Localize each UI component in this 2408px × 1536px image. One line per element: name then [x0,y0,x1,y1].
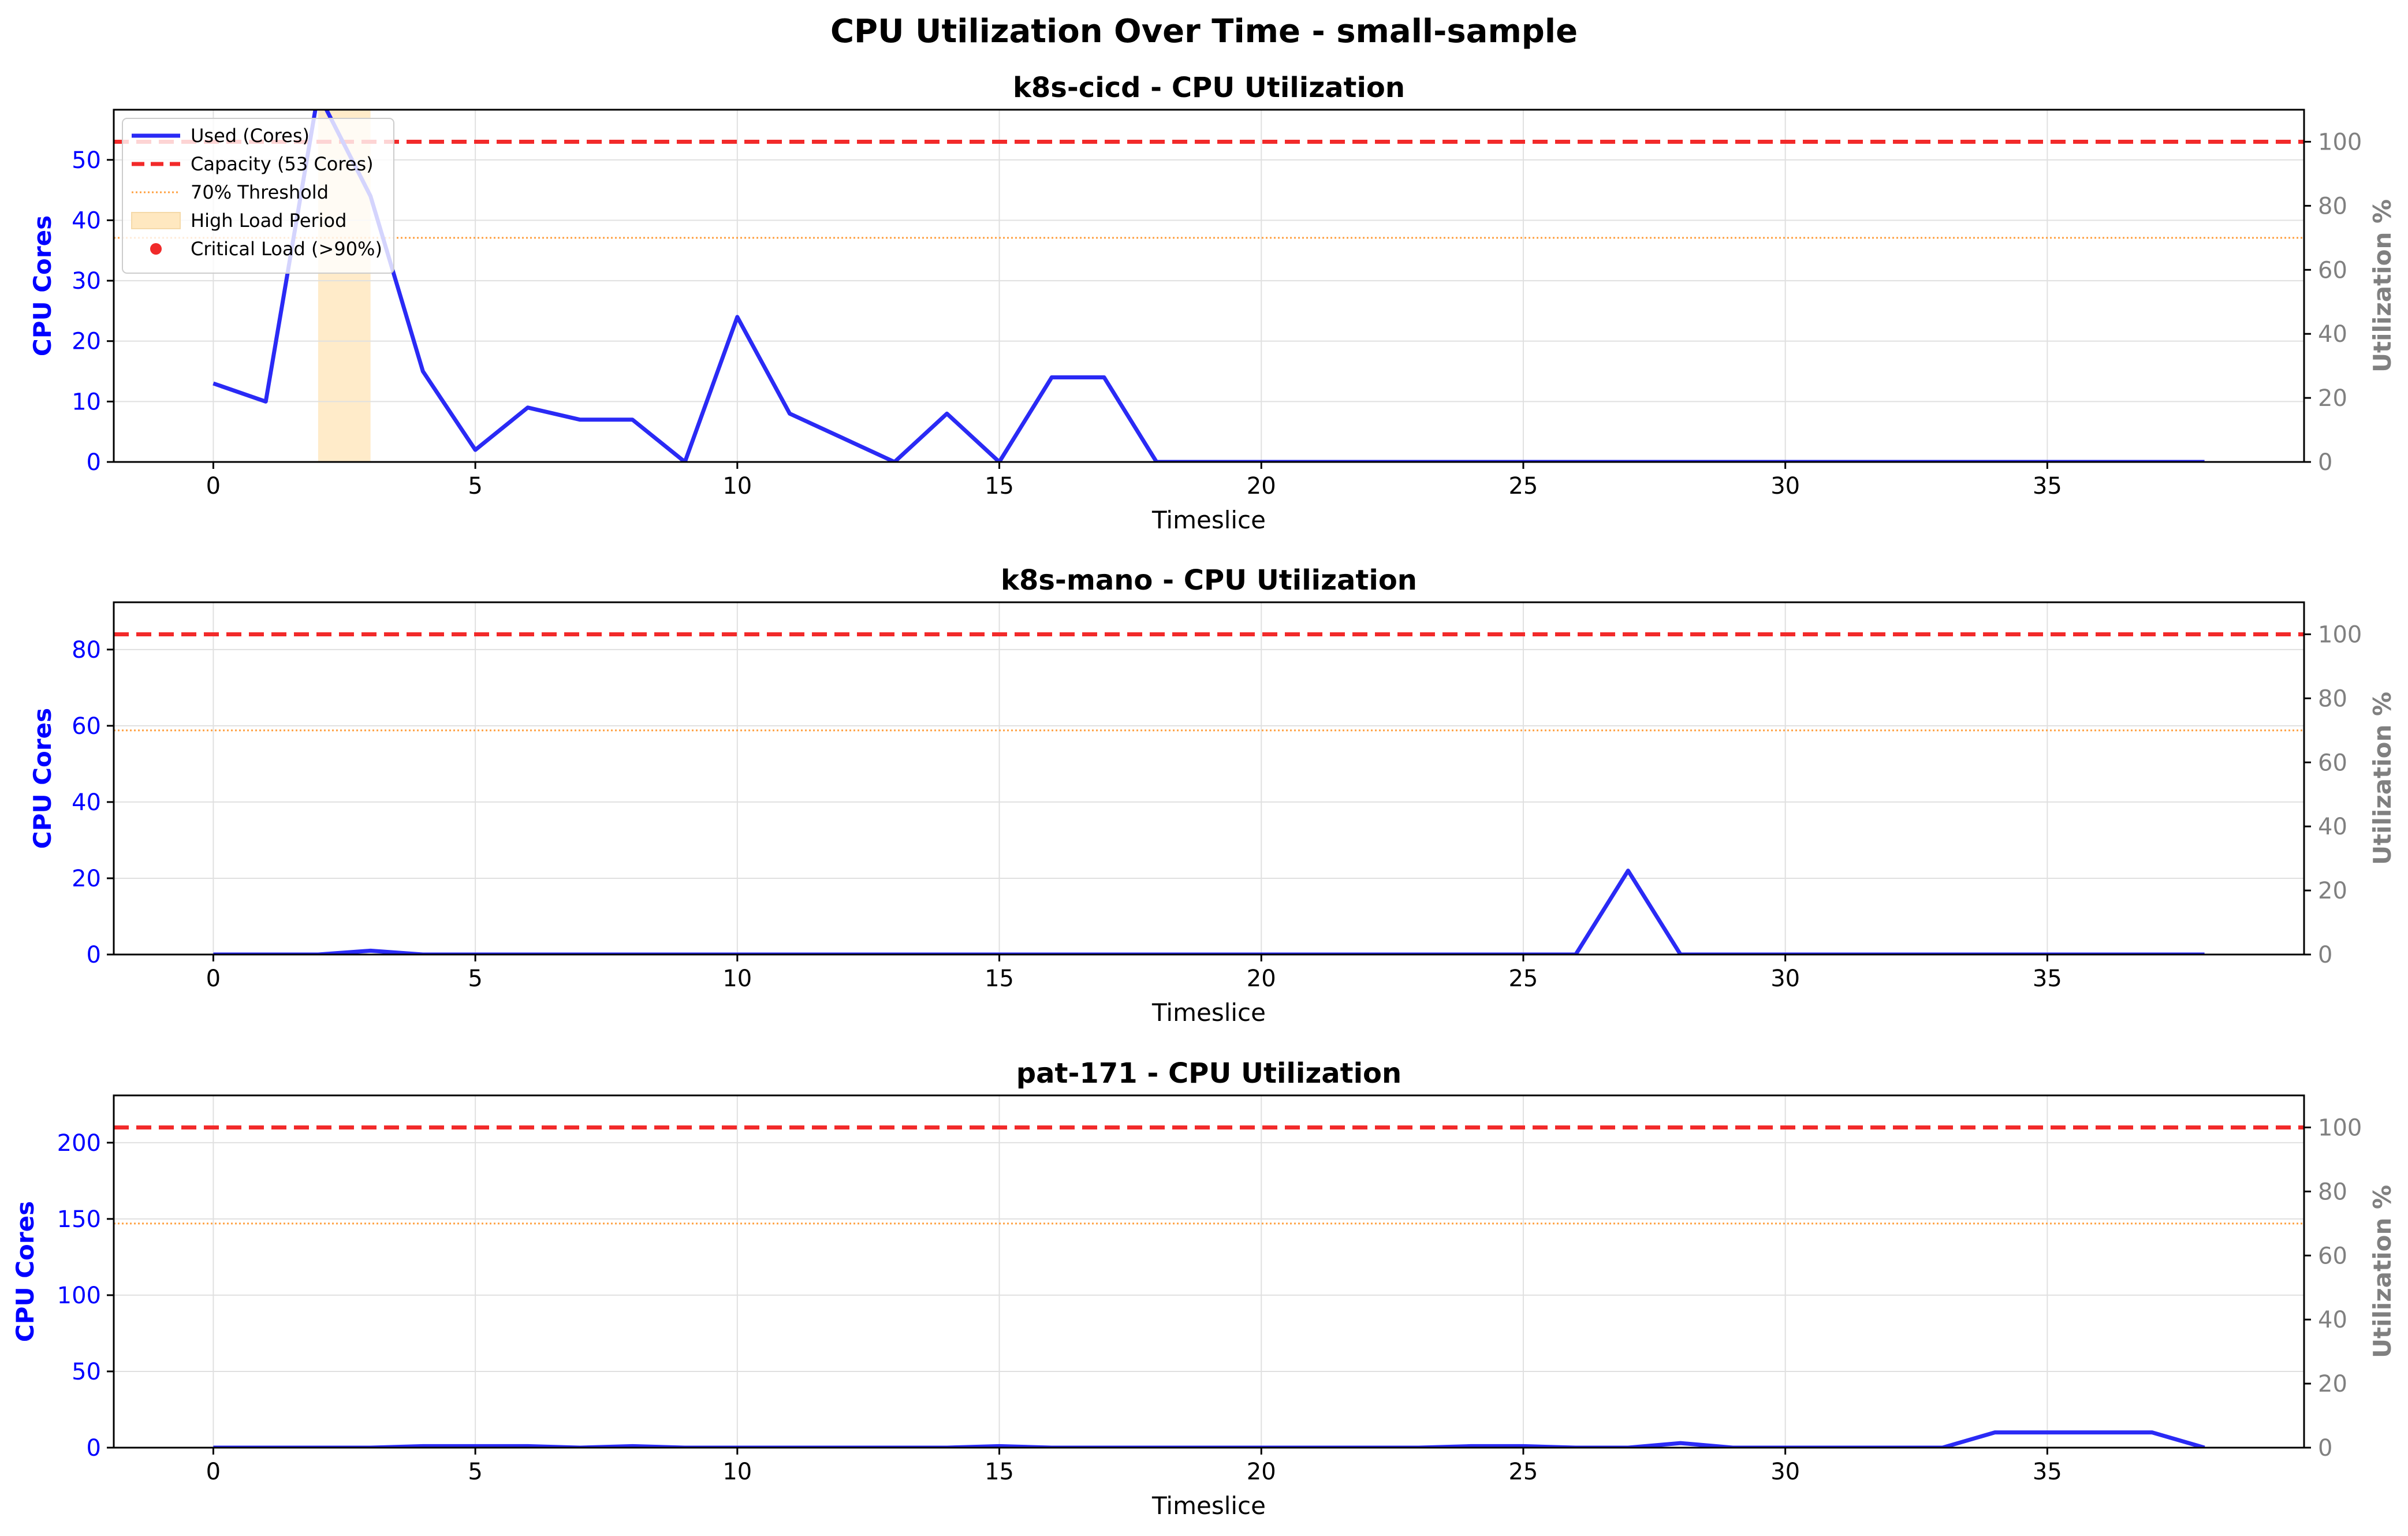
legend-swatch-high-load [131,212,181,229]
plot2-y-tick-label: 0 [87,942,101,968]
plot2-y-tick-label: 60 [72,713,101,740]
plot1-y2-tick-label: 0 [2318,449,2332,476]
plot3-y-tick-label: 0 [87,1435,101,1462]
plot2-y2-tick-label: 0 [2318,942,2332,968]
plot2-series-used-line [213,868,2205,955]
plot1-x-tick-label: 0 [206,473,221,499]
plot1-x-tick-label: 20 [1247,473,1276,499]
plot1-x-tick-label: 35 [2033,473,2062,499]
plot2-x-tick-label: 10 [722,965,752,992]
plot2-x-tick-label: 20 [1247,965,1276,992]
plot3-y2-tick-label: 80 [2318,1179,2347,1205]
plot3-y2-tick-label: 0 [2318,1435,2332,1462]
plot1-y-tick-label: 10 [72,389,101,415]
plot2-frame [113,601,2305,956]
plot3-y2-axis-label: Utilization % [2368,1185,2396,1358]
legend-label: Used (Cores) [191,125,310,147]
plot2-y-axis-label: CPU Cores [28,708,57,849]
plot3-x-tick-label: 10 [722,1459,752,1485]
plot3-y2-tick-label: 100 [2318,1114,2362,1141]
plot2-x-tick-label: 25 [1508,965,1538,992]
plot3-x-axis-label: Timeslice [1151,1492,1266,1520]
plot3-x-tick-label: 0 [206,1459,221,1485]
plot3-frame [113,1094,2305,1449]
plot1-y-tick-label: 30 [72,268,101,294]
plot1-y-tick-label: 40 [72,207,101,234]
plot2-y2-tick-label: 60 [2318,750,2347,776]
plot2-y-tick-label: 20 [72,866,101,892]
plot3-y-tick-label: 150 [57,1206,101,1233]
plot1-x-tick-label: 5 [468,473,482,499]
plot1-frame [113,109,2305,463]
plot3-y-axis-label: CPU Cores [11,1201,39,1342]
plot3-y-tick-label: 200 [57,1130,101,1157]
plot2-y-tick-label: 40 [72,789,101,816]
legend-swatch-critical [150,243,162,255]
plot1-x-tick-label: 15 [985,473,1014,499]
plot1-y2-tick-label: 80 [2318,193,2347,219]
plot1-y-tick-label: 0 [87,449,101,476]
plot2-x-axis-label: Timeslice [1151,998,1266,1027]
plot1-series-used-line [213,110,2205,462]
plot3-y2-tick-label: 40 [2318,1307,2347,1333]
plot1-y-tick-label: 50 [72,147,101,174]
plot3-x-tick-label: 30 [1770,1459,1800,1485]
plot3-y-tick-label: 50 [72,1359,101,1385]
plot2-y2-tick-label: 40 [2318,814,2347,840]
plot3-y2-tick-label: 60 [2318,1243,2347,1269]
plot2-x-tick-label: 30 [1770,965,1800,992]
plot2-y2-tick-label: 80 [2318,685,2347,712]
plot3-y-tick-label: 100 [57,1283,101,1309]
figure-title: CPU Utilization Over Time - small-sample [830,13,1578,50]
plot1-x-axis-label: Timeslice [1151,506,1266,534]
plot2-y2-tick-label: 100 [2318,621,2362,648]
plot3-x-tick-label: 20 [1247,1459,1276,1485]
plot1-x-tick-label: 25 [1508,473,1538,499]
plot1-y-axis-label: CPU Cores [28,215,57,356]
plot1-title: k8s-cicd - CPU Utilization [1013,72,1405,104]
plot3-y2-tick-label: 20 [2318,1371,2347,1397]
plot3-series-used-line [213,1430,2205,1448]
legend-label: Critical Load (>90%) [191,238,382,260]
plot3-x-tick-label: 5 [468,1459,482,1485]
legend-label: 70% Threshold [191,181,329,203]
plot2-y2-tick-label: 20 [2318,878,2347,904]
plot3-title: pat-171 - CPU Utilization [1016,1057,1401,1090]
plot2-y2-axis-label: Utilization % [2368,692,2396,865]
plot1-y-tick-label: 20 [72,329,101,355]
plot2-x-tick-label: 5 [468,965,482,992]
plot3-x-tick-label: 35 [2033,1459,2062,1485]
plot3-x-tick-label: 25 [1508,1459,1538,1485]
legend-label: Capacity (53 Cores) [191,153,374,175]
plot1-x-tick-label: 30 [1770,473,1800,499]
plot1-y2-tick-label: 100 [2318,129,2362,155]
plot1-y2-tick-label: 40 [2318,321,2347,348]
plot1-x-tick-label: 10 [722,473,752,499]
plot2-x-tick-label: 15 [985,965,1014,992]
plot2-y-tick-label: 80 [72,637,101,663]
plot1-y2-tick-label: 60 [2318,257,2347,284]
plot1-y2-axis-label: Utilization % [2368,199,2396,372]
plot1-y2-tick-label: 20 [2318,385,2347,412]
legend-label: High Load Period [191,210,346,232]
plot2-x-tick-label: 0 [206,965,221,992]
legend-box [122,118,394,274]
plot2-x-tick-label: 35 [2033,965,2062,992]
plot2-title: k8s-mano - CPU Utilization [1001,564,1417,596]
plot3-x-tick-label: 15 [985,1459,1014,1485]
